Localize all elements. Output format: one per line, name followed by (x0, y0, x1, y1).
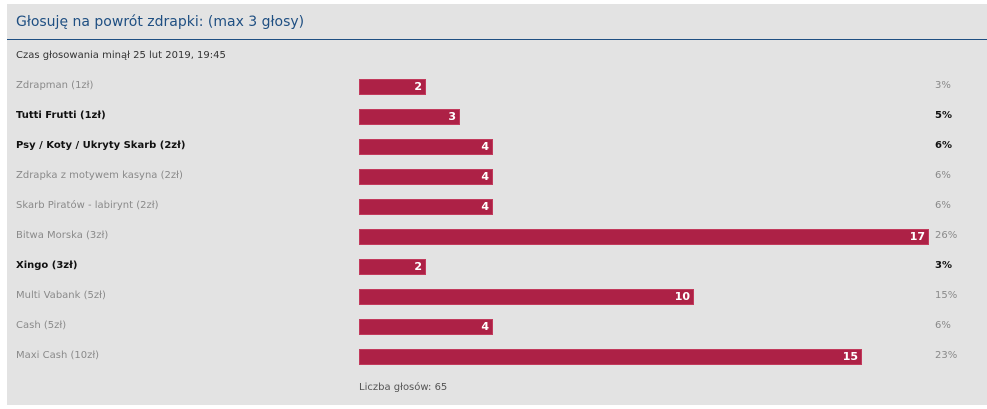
vote-percent: 23% (935, 350, 958, 361)
option-label: Zdrapman (1zł) (16, 80, 94, 91)
option-label: Multi Vabank (5zł) (16, 290, 106, 301)
vote-count: 4 (481, 140, 489, 153)
option-label: Tutti Frutti (1zł) (16, 110, 106, 121)
vote-percent: 6% (935, 140, 952, 151)
option-label: Cash (5zł) (16, 320, 67, 331)
vote-percent: 5% (935, 110, 952, 121)
vote-count: 15 (842, 350, 858, 363)
poll-option-row: Bitwa Morska (3zł) 17 26% (7, 223, 987, 253)
poll-option-row: Multi Vabank (5zł) 10 15% (7, 283, 987, 313)
vote-percent: 15% (935, 290, 958, 301)
vote-bar: 4 (359, 199, 493, 215)
vote-bar: 2 (359, 259, 426, 275)
poll-option-row: Psy / Koty / Ukryty Skarb (2zł) 4 6% (7, 133, 987, 163)
title-divider (7, 39, 987, 40)
option-label: Zdrapka z motywem kasyna (2zł) (16, 170, 183, 181)
vote-bar: 3 (359, 109, 460, 125)
vote-percent: 26% (935, 230, 958, 241)
vote-bar: 4 (359, 139, 493, 155)
total-votes: Liczba głosów: 65 (359, 382, 448, 393)
vote-percent: 3% (935, 260, 952, 271)
vote-bar: 4 (359, 169, 493, 185)
vote-count: 3 (448, 110, 456, 123)
vote-count: 4 (481, 170, 489, 183)
poll-status: Czas głosowania minął 25 lut 2019, 19:45 (16, 50, 226, 61)
vote-count: 4 (481, 200, 489, 213)
vote-count: 2 (414, 260, 422, 273)
option-label: Bitwa Morska (3zł) (16, 230, 109, 241)
poll-title: Głosuję na powrót zdrapki: (max 3 głosy) (16, 14, 305, 30)
poll-option-row: Tutti Frutti (1zł) 3 5% (7, 103, 987, 133)
poll-option-row: Zdrapka z motywem kasyna (2zł) 4 6% (7, 163, 987, 193)
poll-option-row: Cash (5zł) 4 6% (7, 313, 987, 343)
vote-count: 4 (481, 320, 489, 333)
vote-count: 2 (414, 80, 422, 93)
poll-option-row: Zdrapman (1zł) 2 3% (7, 73, 987, 103)
vote-count: 10 (674, 290, 690, 303)
vote-count: 17 (909, 230, 925, 243)
option-label: Maxi Cash (10zł) (16, 350, 100, 361)
poll-option-row: Xingo (3zł) 2 3% (7, 253, 987, 283)
poll-option-row: Maxi Cash (10zł) 15 23% (7, 343, 987, 373)
option-label: Psy / Koty / Ukryty Skarb (2zł) (16, 140, 186, 151)
vote-percent: 6% (935, 320, 951, 331)
vote-bar: 4 (359, 319, 493, 335)
vote-bar: 10 (359, 289, 694, 305)
vote-bar: 17 (359, 229, 929, 245)
vote-percent: 3% (935, 80, 951, 91)
vote-bar: 2 (359, 79, 426, 95)
option-label: Xingo (3zł) (16, 260, 78, 271)
poll-panel: Głosuję na powrót zdrapki: (max 3 głosy)… (7, 4, 987, 405)
vote-bar: 15 (359, 349, 862, 365)
poll-option-row: Skarb Piratów - labirynt (2zł) 4 6% (7, 193, 987, 223)
vote-percent: 6% (935, 200, 951, 211)
vote-percent: 6% (935, 170, 951, 181)
option-label: Skarb Piratów - labirynt (2zł) (16, 200, 159, 211)
